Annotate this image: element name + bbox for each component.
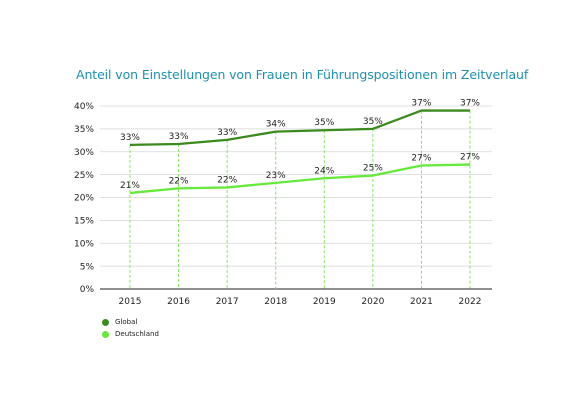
data-label: 33%: [120, 133, 140, 143]
x-tick-label: 2021: [410, 297, 433, 307]
data-label: 27%: [460, 153, 480, 163]
y-tick-label: 0%: [80, 285, 95, 295]
x-tick-label: 2022: [459, 297, 482, 307]
data-labels: 33% 33% 33% 34% 35% 35% 37% 37% 21% 22% 22% 23% 24% 2…: [120, 99, 480, 191]
y-tick-label: 25%: [74, 171, 94, 181]
data-label: 25%: [363, 164, 383, 174]
data-label: 27%: [411, 153, 431, 163]
y-tick-label: 35%: [74, 125, 94, 135]
y-tick-label: 15%: [74, 217, 94, 227]
y-tick-label: 10%: [74, 239, 94, 249]
data-label: 37%: [460, 99, 480, 109]
data-label: 23%: [266, 171, 286, 181]
series-line-global: [129, 109, 470, 147]
y-axis-ticks: 0% 5% 10% 15% 20% 25% 30% 35% 40%: [74, 102, 94, 295]
x-tick-label: 2016: [167, 297, 190, 307]
data-label: 24%: [314, 166, 334, 176]
series-lines: [129, 109, 471, 195]
data-label: 34%: [266, 120, 286, 130]
legend-swatch-deutschland: [102, 330, 109, 338]
legend-label-deutschland: Deutschland: [115, 330, 159, 338]
series-line-deutschland: [129, 163, 471, 195]
drop-lines: [129, 110, 471, 289]
data-label: 21%: [120, 181, 140, 191]
chart-title: Anteil von Einstellungen von Frauen in F…: [76, 67, 529, 82]
legend-label-global: Global: [115, 318, 138, 326]
legend-item-deutschland: Deutschland: [102, 330, 159, 338]
data-label: 37%: [411, 99, 431, 109]
x-tick-label: 2020: [361, 297, 384, 307]
data-label: 33%: [169, 132, 189, 142]
x-tick-label: 2018: [264, 297, 287, 307]
x-tick-label: 2019: [313, 297, 336, 307]
data-label: 35%: [314, 118, 334, 128]
x-tick-label: 2015: [119, 297, 142, 307]
y-tick-label: 20%: [74, 194, 94, 204]
y-tick-label: 30%: [74, 148, 94, 158]
y-tick-label: 40%: [74, 102, 94, 112]
grid-lines: [100, 105, 492, 290]
x-tick-label: 2017: [216, 297, 239, 307]
data-label: 22%: [169, 176, 189, 186]
legend-item-global: Global: [102, 318, 137, 326]
legend-swatch-global: [102, 318, 109, 326]
data-label: 33%: [217, 128, 237, 138]
y-tick-label: 5%: [80, 262, 95, 272]
data-label: 35%: [363, 117, 383, 127]
data-label: 22%: [217, 175, 237, 185]
x-axis-ticks: 2015 2016 2017 2018 2019 2020 2021 2022: [119, 297, 482, 307]
